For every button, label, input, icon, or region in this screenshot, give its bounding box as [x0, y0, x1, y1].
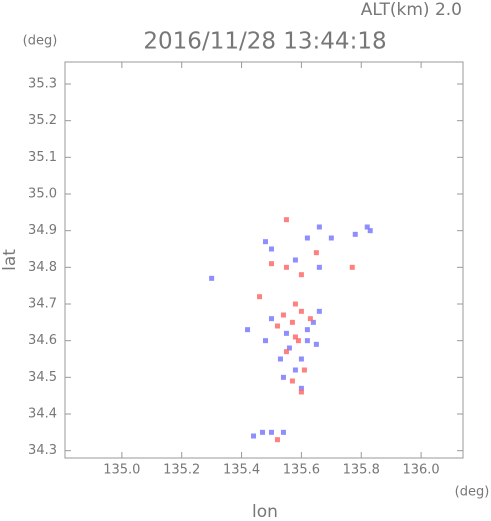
point	[304, 327, 310, 333]
point	[262, 338, 268, 344]
y-axis-label: lat	[0, 249, 20, 271]
point	[280, 312, 286, 318]
point	[292, 257, 298, 263]
point	[364, 224, 370, 230]
x-tick-label: 135.0	[103, 463, 140, 478]
y-tick-label: 34.8	[28, 260, 57, 275]
point	[352, 231, 358, 237]
y-tick-label: 34.5	[28, 370, 57, 385]
point	[245, 327, 251, 333]
point	[289, 378, 295, 384]
x-tick-label: 135.4	[223, 463, 260, 478]
point	[283, 349, 289, 355]
point	[260, 429, 266, 435]
x-tick-label: 135.8	[343, 463, 380, 478]
point	[292, 367, 298, 373]
point	[209, 275, 215, 281]
y-tick-label: 35.1	[28, 150, 57, 165]
y-unit: (deg)	[23, 34, 58, 49]
point	[286, 345, 292, 351]
x-tick-label: 136.0	[402, 463, 439, 478]
point	[280, 429, 286, 435]
point	[298, 385, 304, 391]
point	[292, 334, 298, 340]
point	[298, 308, 304, 314]
x-tick-label: 135.2	[163, 463, 200, 478]
point	[298, 389, 304, 395]
point	[283, 217, 289, 223]
point	[304, 235, 310, 241]
y-tick-label: 34.6	[28, 333, 57, 348]
point	[313, 341, 319, 347]
point	[316, 224, 322, 230]
point	[298, 356, 304, 362]
point	[289, 319, 295, 325]
y-tick-label: 34.9	[28, 223, 57, 238]
y-tick-label: 34.4	[28, 407, 57, 422]
point	[280, 374, 286, 380]
point	[316, 264, 322, 270]
y-tick-label: 35.0	[28, 187, 57, 202]
point	[268, 246, 274, 252]
subtitle: ALT(km) 2.0	[361, 0, 462, 20]
point	[251, 433, 257, 439]
x-axis-label: lon	[252, 502, 278, 521]
x-unit: (deg)	[455, 485, 490, 500]
point	[301, 367, 307, 373]
point	[328, 235, 334, 241]
y-tick-label: 35.3	[28, 77, 57, 92]
point	[298, 272, 304, 278]
point	[307, 316, 313, 322]
plot-frame	[64, 61, 464, 459]
y-tick-label: 34.7	[28, 297, 57, 312]
point	[316, 308, 322, 314]
point	[277, 356, 283, 362]
point	[274, 323, 280, 329]
point	[295, 338, 301, 344]
point	[304, 338, 310, 344]
point	[283, 330, 289, 336]
point	[268, 316, 274, 322]
x-tick-label: 135.6	[283, 463, 320, 478]
point	[262, 239, 268, 245]
point	[268, 261, 274, 267]
point	[367, 228, 373, 234]
point	[268, 429, 274, 435]
chart-title: 2016/11/28 13:44:18	[143, 29, 386, 55]
y-tick-label: 34.3	[28, 443, 57, 458]
y-tick-label: 35.2	[28, 113, 57, 128]
point	[292, 301, 298, 307]
point	[310, 319, 316, 325]
point	[349, 264, 355, 270]
point	[313, 250, 319, 256]
point	[283, 264, 289, 270]
point	[257, 294, 263, 300]
point	[274, 437, 280, 443]
